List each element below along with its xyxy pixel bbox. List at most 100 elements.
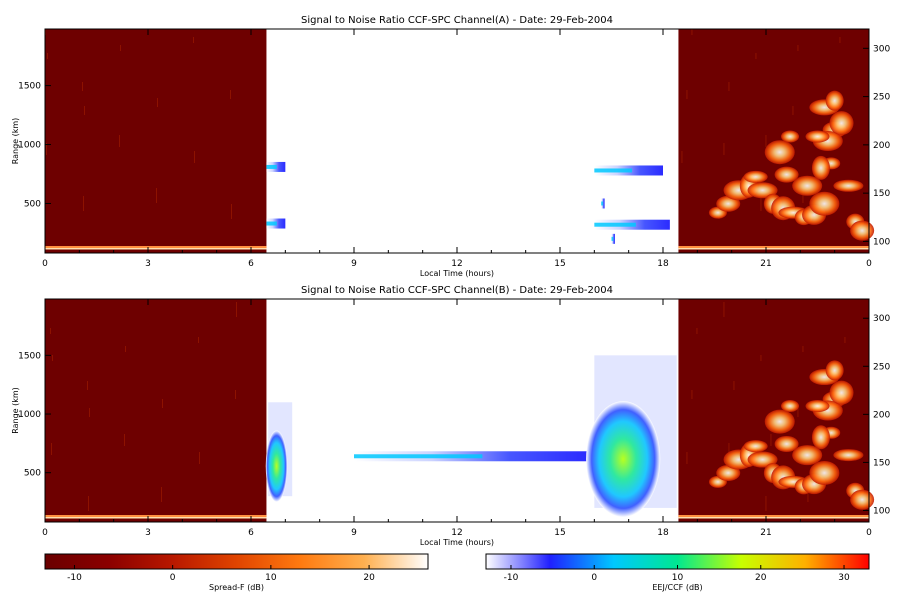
chart-title: Signal to Noise Ratio CCF-SPC Channel(A)… [301,15,613,26]
noise-streak [691,29,693,35]
noise-streak [83,196,84,211]
panel-channel-b: Signal to Noise Ratio CCF-SPC Channel(B)… [11,285,890,547]
noise-streak [120,45,121,51]
y-right-tick-label: 200 [873,141,890,151]
x-tick-label: 18 [657,259,669,269]
bottom-echo-layer [45,246,267,249]
colorbar-eej-ccf: -10 0 10 20 30 EEJ/CCF (dB) [485,553,870,592]
noise-streak [156,188,157,203]
noise-streak [802,346,804,352]
y-axis-label: Range (km) [11,118,20,165]
colorbar-tick-label: -10 [67,573,82,583]
noise-streak [807,487,809,502]
noise-streak [124,434,125,446]
noise-streak [797,408,799,417]
noise-streak [161,487,162,502]
x-tick-label: 15 [554,259,565,269]
noise-streak [686,452,688,464]
noise-streak [52,355,53,361]
noise-streak [198,337,199,343]
y-tick-label: 500 [24,199,41,209]
noise-streak [162,399,163,408]
x-tick-label: 3 [145,259,151,269]
noise-streak [125,346,126,352]
y-tick-label: 1500 [18,82,41,92]
noise-streak [47,53,48,59]
noise-streak [802,188,804,203]
noise-streak [839,37,841,43]
noise-streak [230,90,231,99]
plume-blob [774,166,799,183]
noise-streak [46,143,47,155]
echo-core [354,454,483,459]
x-tick-label: 6 [248,528,254,538]
noise-streak [157,98,158,107]
plume-blob [743,170,768,183]
x-tick-label: 9 [351,528,357,538]
noise-streak [723,143,725,155]
plume-blob [809,191,840,216]
plume-blob [833,449,864,462]
x-tick-label: 21 [760,259,771,269]
noise-streak [199,452,200,464]
colorbar-tick-label: 20 [363,573,375,583]
noise-streak [696,328,698,334]
plume-blob [850,220,875,241]
noise-streak [723,302,725,317]
plume-blob [805,130,830,143]
plume-blob [811,155,830,180]
noise-streak [87,381,88,390]
echo-core [594,222,636,227]
plume-blob [825,360,844,381]
colorbar-spread-f: -10 0 10 20 Spread-F (dB) [44,553,429,592]
plume-blob [792,175,823,196]
x-axis-label: Local Time (hours) [420,269,494,278]
plume-blob [764,140,795,165]
chart-title: Signal to Noise Ratio CCF-SPC Channel(B)… [301,285,613,296]
y-tick-label: 1000 [18,141,41,151]
y-tick-label: 1000 [18,410,41,420]
noise-streak [686,90,688,99]
echo-core [611,236,614,241]
noise-streak [691,390,693,399]
x-tick-label: 0 [866,528,872,538]
noise-streak [231,204,232,219]
plume-blob [829,111,854,136]
bottom-echo-layer [45,517,267,519]
noise-streak [236,302,237,317]
x-tick-label: 15 [554,528,565,538]
colorbar-tick-label: -10 [504,573,519,583]
night-block [45,29,267,253]
noise-streak [88,496,89,511]
noise-streak [728,443,730,455]
spread-f-plume [708,90,875,241]
noise-streak [797,45,799,51]
y-tick-label: 1500 [18,351,41,361]
echo-core [586,401,661,518]
plume-blob [850,489,875,510]
colorbar-tick-label: 0 [591,573,597,583]
noise-streak [844,337,846,343]
plume-blob [781,400,800,413]
bottom-echo-layer [45,515,267,518]
noise-streak [728,82,730,91]
colorbar-tick-label: 20 [755,573,767,583]
night-block [45,299,267,522]
noise-streak [755,53,757,59]
noise-streak [194,151,195,163]
plume-blob [781,130,800,143]
y-right-tick-label: 150 [873,189,890,199]
plume-blob [764,409,795,434]
colorbar-gradient [44,553,429,570]
colorbar-tick-label: 0 [170,573,176,583]
echo-core [594,168,633,173]
plume-blob [805,400,830,413]
plume-blob [774,435,799,452]
colorbar-tick-label: 10 [265,573,277,583]
noise-streak [235,390,236,399]
bottom-echo-layer [678,246,869,249]
y-axis-label: Range (km) [11,387,20,434]
bottom-echo-layer [678,515,869,518]
colorbar-tick-label: 30 [838,573,850,583]
